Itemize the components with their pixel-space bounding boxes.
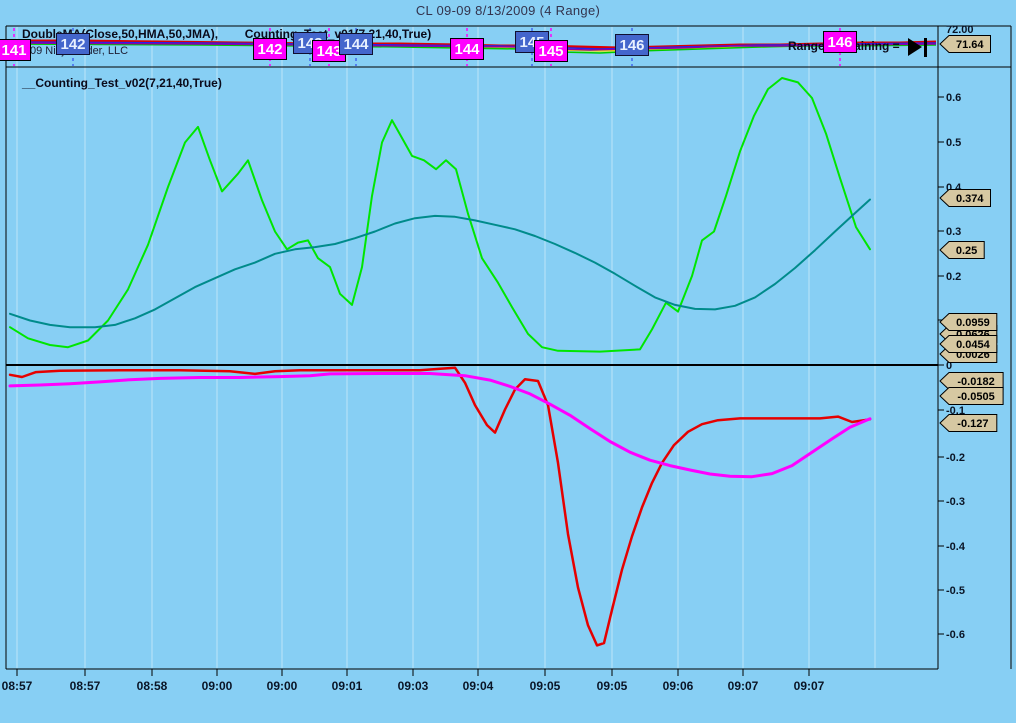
value-tag-text: -0.0505 <box>957 391 994 403</box>
value-tag-text: -0.0182 <box>957 376 994 388</box>
x-axis-label: 09:03 <box>398 679 429 693</box>
price-marker-blue: 144 <box>339 33 373 55</box>
value-tag <box>939 313 998 331</box>
value-tag <box>939 414 998 432</box>
y-axis-label: 0.2 <box>946 271 961 283</box>
y-axis-label: -0.2 <box>946 452 965 464</box>
series-delta-magenta-line <box>8 372 872 479</box>
series-delta-red-line <box>8 366 872 647</box>
y-axis-label: -0.5 <box>946 585 965 597</box>
price-marker-magenta: 142 <box>253 38 287 60</box>
chart-title: CL 09-09 8/13/2009 (4 Range) <box>415 3 601 18</box>
y-axis-label: -0.4 <box>946 541 966 553</box>
value-tag <box>939 241 985 259</box>
value-tag-text: -0.127 <box>957 418 988 430</box>
x-axis-label: 09:01 <box>332 679 363 693</box>
step-forward-bar <box>924 37 927 57</box>
y-axis-label: 0.3 <box>946 226 961 238</box>
price-marker-magenta: 144 <box>450 38 484 60</box>
series-slow-count-teal-line <box>9 198 871 329</box>
x-axis-label: 09:00 <box>267 679 298 693</box>
value-tag <box>939 335 998 353</box>
value-tag <box>939 372 1004 390</box>
last-price-tag <box>939 35 991 53</box>
value-tag-text: 0.25 <box>956 245 977 257</box>
x-axis-label: 09:05 <box>530 679 561 693</box>
value-tag-text: 0.374 <box>956 193 984 205</box>
x-axis-label: 09:05 <box>597 679 628 693</box>
value-tag <box>939 387 1004 405</box>
y-axis-label: -0.3 <box>946 496 965 508</box>
x-axis-label: 09:04 <box>463 679 494 693</box>
price-axis-label: 72.00 <box>946 24 974 36</box>
last-price-tag-text: 71.64 <box>956 39 984 51</box>
step-forward-triangle <box>908 38 922 56</box>
y-axis-label: 0.6 <box>946 92 961 104</box>
x-axis-label: 09:07 <box>794 679 825 693</box>
price-marker-magenta: 145 <box>534 40 568 62</box>
price-marker-blue: 146 <box>615 34 649 56</box>
value-tag-text: 0.0959 <box>956 317 990 329</box>
x-axis-label: 09:06 <box>663 679 694 693</box>
x-axis-label: 08:57 <box>70 679 101 693</box>
x-axis-label: 08:57 <box>2 679 33 693</box>
price-marker-magenta: 143 <box>312 40 346 62</box>
x-axis-label: 09:07 <box>728 679 759 693</box>
price-marker-magenta: 141 <box>0 39 31 61</box>
x-axis-label: 08:58 <box>137 679 168 693</box>
price-marker-magenta: 146 <box>823 31 857 53</box>
x-axis-label: 09:00 <box>202 679 233 693</box>
y-axis-label: 0.5 <box>946 137 961 149</box>
value-tag <box>939 189 991 207</box>
indicator-panel-label: __Counting_Test_v02(7,21,40,True) <box>22 76 222 90</box>
step-forward-icon[interactable] <box>908 37 934 57</box>
y-axis-label: -0.6 <box>946 629 965 641</box>
series-fast-count-green-line <box>9 77 871 353</box>
price-marker-blue: 142 <box>56 33 90 55</box>
value-tag-text: 0.0454 <box>956 339 991 351</box>
y-axis-label: 0 <box>946 360 952 372</box>
